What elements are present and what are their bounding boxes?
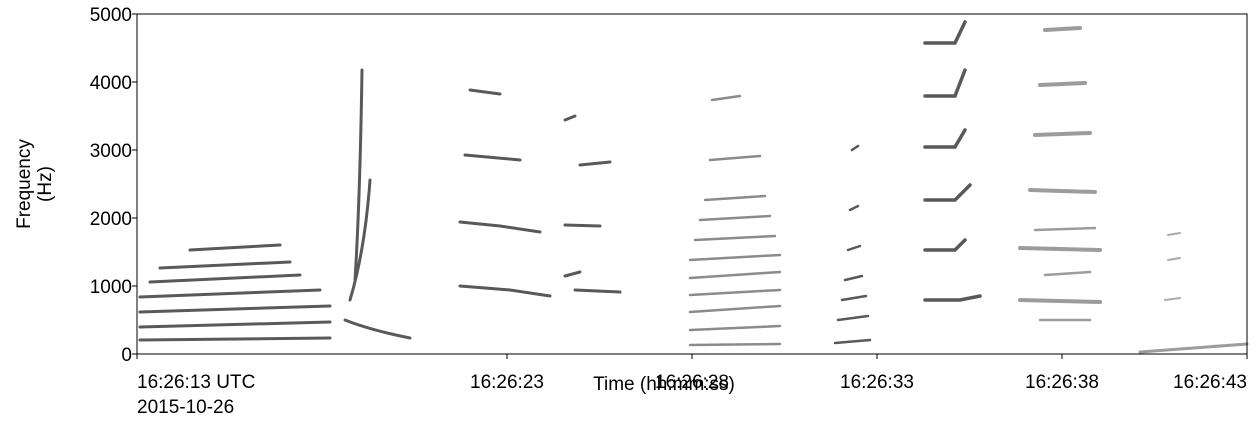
x-tick-label: 16:26:43 xyxy=(1173,372,1247,393)
y-tick-label: 4000 xyxy=(90,73,132,94)
x-tick-label: 16:26:33 xyxy=(840,372,914,393)
y-tick-label: 1000 xyxy=(90,277,132,298)
x-axis-label: Time (hh:mm:ss) xyxy=(593,374,735,395)
x-tick-label: 16:26:28 xyxy=(655,372,729,393)
y-tick-label: 0 xyxy=(121,345,132,366)
x-date-label: 2015-10-26 xyxy=(137,397,234,418)
spectrogram-texture xyxy=(138,20,1249,354)
x-tick-label: 16:26:23 xyxy=(470,372,544,393)
y-tick-label: 3000 xyxy=(90,141,132,162)
y-tick-label: 2000 xyxy=(90,209,132,230)
y-tick-label: 5000 xyxy=(90,5,132,26)
x-tick-label: 16:26:38 xyxy=(1025,372,1099,393)
y-axis-label: (Hz) xyxy=(35,166,56,202)
x-tick-label: 16:26:13 UTC xyxy=(137,372,255,393)
y-axis-label: Frequency xyxy=(14,139,35,229)
